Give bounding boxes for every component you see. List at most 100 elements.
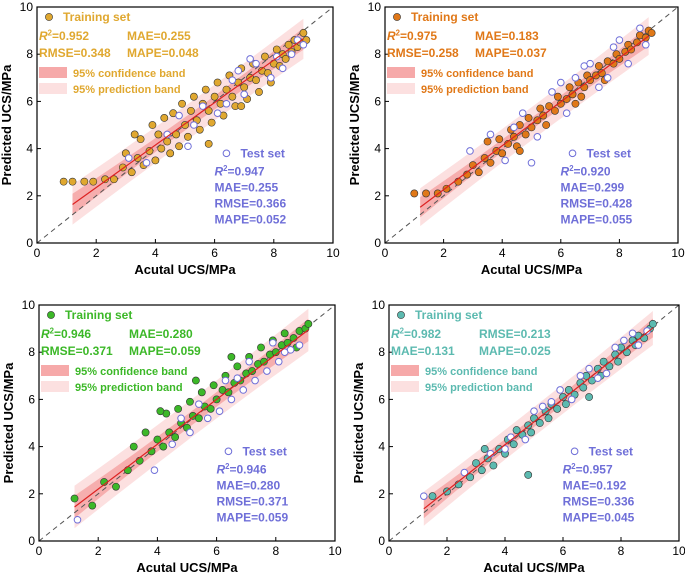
test-point — [557, 78, 565, 87]
y-tick-label: 2 — [378, 487, 385, 501]
test-point — [634, 341, 643, 349]
training-point — [545, 102, 553, 111]
training-point — [160, 114, 169, 122]
legend-confidence-swatch — [387, 67, 415, 78]
test-point — [556, 386, 564, 394]
x-tick-label: 2 — [440, 246, 447, 260]
y-tick-label: 0 — [374, 236, 381, 250]
test-point — [272, 52, 281, 61]
test-point — [190, 121, 198, 129]
test-point — [195, 400, 203, 408]
test-point — [548, 88, 556, 96]
legend-test-label: Test set — [242, 444, 286, 458]
training-point — [157, 144, 166, 153]
test-point — [530, 407, 538, 416]
test-point — [175, 111, 183, 120]
training-point — [88, 501, 97, 510]
test-point — [263, 367, 271, 375]
training-point — [195, 125, 204, 134]
training-point — [542, 121, 551, 129]
legend-training: Training set R2=0.952 MAE=0.255 RMSE=0.348 M… — [39, 10, 199, 96]
legend-test-stat: MAPE=0.059 — [216, 510, 288, 524]
training-point — [422, 189, 430, 198]
x-axis-title: Acutal UCS/MPa — [136, 560, 238, 575]
plot-area — [39, 305, 335, 541]
legend-test-stat: RMSE=0.371 — [216, 494, 288, 508]
test-point — [274, 357, 283, 366]
training-point — [577, 92, 586, 101]
test-point — [240, 90, 248, 99]
legend-confidence-label: 95% confidence band — [425, 366, 537, 378]
training-point — [222, 85, 231, 94]
training-point — [553, 92, 562, 101]
x-axis-title: Acutal UCS/MPa — [483, 560, 585, 575]
test-point — [239, 386, 248, 394]
training-point — [187, 106, 195, 115]
training-point — [191, 376, 200, 385]
training-point — [252, 76, 260, 85]
training-point — [597, 69, 606, 77]
test-point — [227, 395, 236, 404]
test-point — [293, 36, 302, 44]
training-point — [153, 435, 162, 444]
legend-test-stat: RMSE=0.428 — [561, 196, 633, 210]
y-tick-label: 8 — [374, 47, 381, 61]
y-tick-label: 2 — [28, 487, 35, 501]
legend-training-stat: MAPE=0.025 — [479, 344, 551, 358]
training-point — [647, 29, 656, 37]
y-tick-label: 6 — [26, 94, 33, 108]
plot-area — [37, 7, 333, 243]
legend-prediction-swatch — [39, 83, 67, 94]
training-point — [233, 362, 242, 371]
training-point — [512, 426, 521, 434]
legend-prediction-swatch — [41, 381, 69, 392]
training-point — [207, 118, 216, 127]
plot-frame — [384, 6, 679, 244]
training-point — [89, 177, 98, 186]
legend-prediction-label: 95% prediction band — [425, 382, 533, 394]
training-point — [194, 414, 203, 423]
y-tick-label: 2 — [26, 189, 33, 203]
chart-panel-bottom-left: 0 2 4 6 8 10 0 2 4 6 8 10 Acutal UCS/MPa Predicted UC… — [1, 298, 342, 575]
training-point — [568, 90, 577, 99]
x-tick-label: 8 — [270, 246, 277, 260]
test-point — [278, 64, 287, 73]
test-point — [595, 83, 603, 92]
training-point — [255, 88, 263, 96]
test-point — [168, 440, 176, 449]
y-tick-label: 6 — [374, 94, 381, 108]
fit-line — [74, 329, 309, 508]
x-tick-label: 0 — [382, 246, 389, 260]
x-tick-label: 6 — [213, 544, 220, 558]
training-point — [304, 319, 313, 328]
training-point — [544, 414, 553, 423]
y-axis-title: Predicted UCS/MPa — [351, 362, 366, 483]
training-point — [272, 45, 281, 54]
test-point — [628, 329, 637, 338]
training-point — [110, 175, 118, 184]
training-point — [474, 168, 483, 177]
y-tick-label: 4 — [26, 142, 33, 156]
legend-training-stat: MAPE=0.059 — [129, 344, 201, 358]
test-point — [269, 338, 277, 347]
legend-training: Training set R2=0.975 MAE=0.183 RMSE=0.258 M… — [387, 10, 547, 96]
training-point — [477, 466, 486, 475]
y-tick-label: 2 — [374, 189, 381, 203]
training-point — [530, 414, 538, 423]
y-tick-label: 0 — [28, 534, 35, 548]
legend-training-stat: MAPE=0.048 — [127, 46, 199, 60]
fit-line — [423, 327, 654, 510]
test-point — [602, 369, 611, 378]
training-point — [178, 99, 186, 108]
legend-test-stat: MAE=0.280 — [216, 478, 280, 492]
x-axis-title: Acutal UCS/MPa — [134, 262, 236, 277]
legend-test-stat: MAPE=0.045 — [563, 510, 635, 524]
legend-test-stat: RMSE=0.336 — [563, 494, 635, 508]
test-point — [299, 40, 308, 49]
x-tick-label: 10 — [326, 246, 340, 260]
test-point — [547, 397, 556, 406]
training-point — [521, 130, 530, 139]
y-tick-label: 10 — [20, 0, 34, 14]
training-point — [123, 466, 132, 475]
